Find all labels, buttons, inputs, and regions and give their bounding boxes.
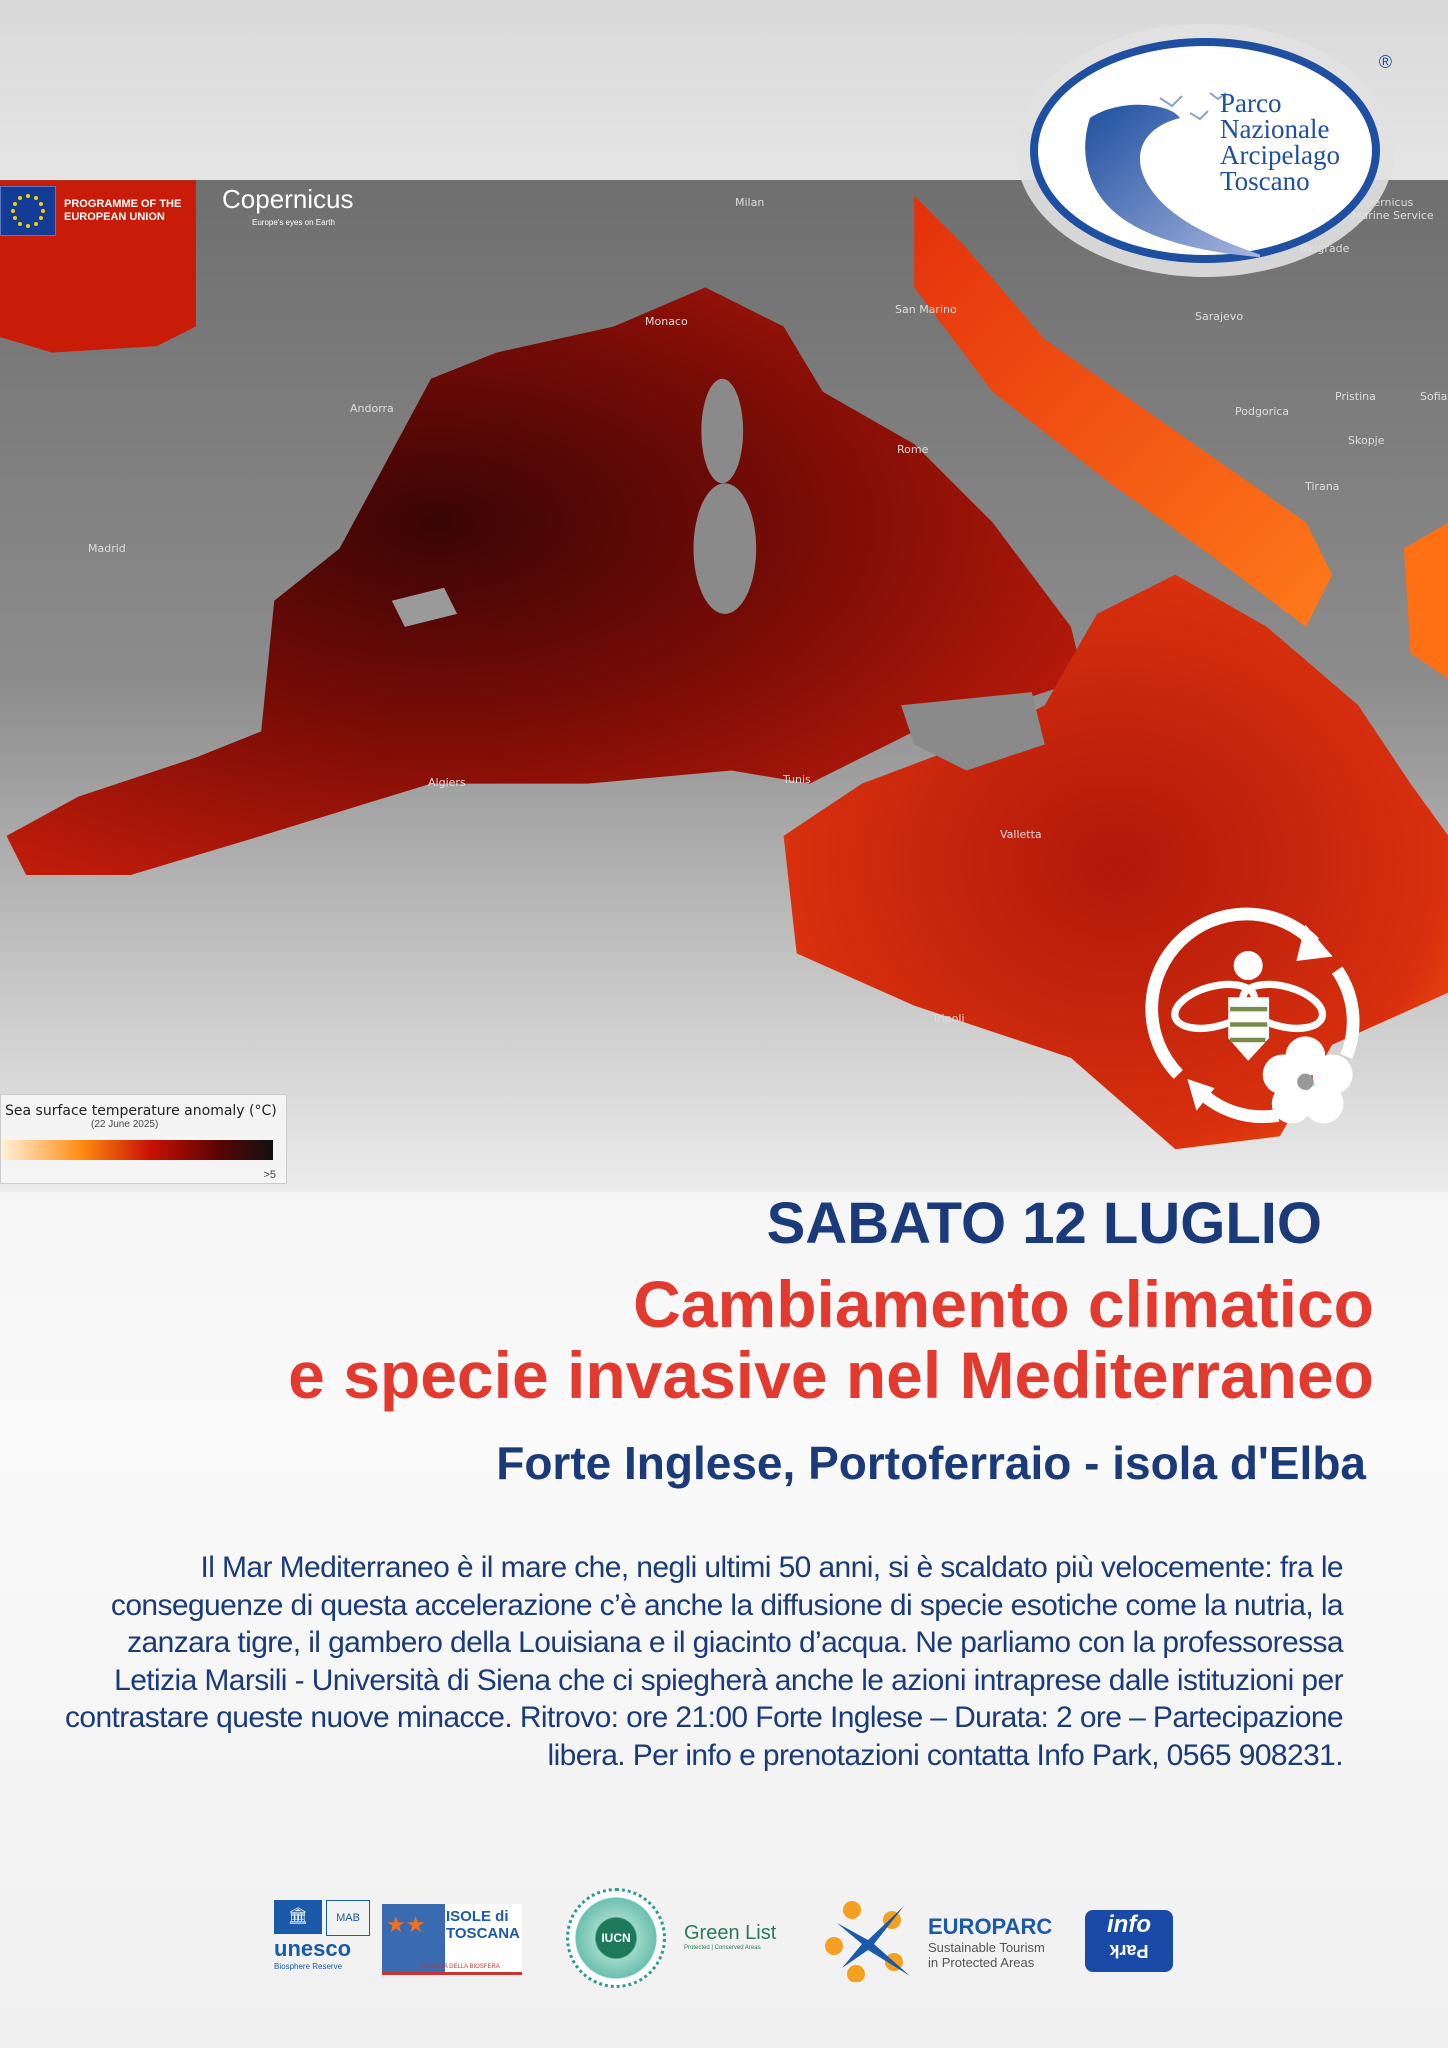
map-label: Sofia <box>1420 390 1448 403</box>
event-title-line2: e specie invasive nel Mediterraneo <box>288 1338 1374 1412</box>
europarc-icon <box>822 1898 914 1983</box>
park-name-line: Parco <box>1220 88 1282 118</box>
sea-temperature-map: Milan Monaco San Marino Sarajevo Belgrad… <box>0 180 1448 1192</box>
iucn-name: IUCN <box>601 1931 631 1945</box>
green-list-sub: Protected | Conserved Areas <box>684 1945 761 1951</box>
iucn-logo: IUCN <box>566 1888 666 1988</box>
park-name-line: Toscano <box>1220 166 1310 196</box>
map-label: Tunis <box>783 773 811 786</box>
map-label: Valletta <box>1000 828 1042 841</box>
event-description: Il Mar Mediterraneo è il mare che, negli… <box>64 1551 1344 1772</box>
legend-title: Sea surface temperature anomaly (°C) <box>5 1103 277 1119</box>
map-label: Tirana <box>1305 480 1340 493</box>
map-label: San Marino <box>895 303 957 316</box>
eu-programme-text: PROGRAMME OF THE EUROPEAN UNION <box>64 198 182 223</box>
park-name-line: Nazionale <box>1220 114 1330 144</box>
map-label: Madrid <box>88 542 126 555</box>
europarc-logo: EUROPARC Sustainable Tourism in Protecte… <box>928 1914 1052 1970</box>
event-place: Forte Inglese, Portoferraio - isola d'El… <box>496 1437 1366 1489</box>
partner-logos: 🏛 MAB unesco Biosphere Reserve ★★ ISOLE … <box>272 1880 1192 1990</box>
map-label: Copernicus Marine Service <box>1352 196 1434 222</box>
legend-max: >5 <box>263 1169 276 1181</box>
info-park-logo: info Park <box>1085 1910 1173 1972</box>
map-label: Belgrade <box>1300 242 1350 255</box>
isole-name: ISOLE di TOSCANA <box>446 1908 520 1942</box>
registered-mark: ® <box>1378 52 1392 72</box>
copernicus-name: Copernicus <box>222 184 354 214</box>
map-image <box>0 180 1448 1192</box>
europarc-sub: in Protected Areas <box>928 1955 1035 1970</box>
copernicus-tagline: Europe's eyes on Earth <box>252 218 335 227</box>
map-label: Monaco <box>645 315 688 328</box>
map-label: Podgorica <box>1235 405 1290 418</box>
legend-color-bar <box>1 1140 273 1160</box>
isole-toscana-logo: ★★ ISOLE di TOSCANA RISERVA DELLA BIOSFE… <box>382 1904 522 1975</box>
eu-flag-icon <box>0 186 56 236</box>
map-label: Andorra <box>350 402 394 415</box>
green-list-name: Green List <box>684 1922 777 1944</box>
map-label: Pristina <box>1335 390 1376 403</box>
temple-icon: 🏛 <box>274 1900 322 1934</box>
map-label: Milan <box>735 196 765 209</box>
info-park-top: info <box>1107 1911 1151 1938</box>
europarc-sub: Sustainable Tourism <box>928 1940 1045 1955</box>
map-label: Sarajevo <box>1195 310 1244 323</box>
unesco-name: unesco <box>274 1936 352 1961</box>
park-logo: Parco Nazionale Arcipelago Toscano ® <box>1030 38 1392 263</box>
copernicus-logo: Copernicus Europe's eyes on Earth <box>222 184 354 235</box>
event-date: SABATO 12 LUGLIO <box>766 1191 1322 1256</box>
map-label: Rome <box>897 443 929 456</box>
unesco-sub: Biosphere Reserve <box>274 1962 343 1971</box>
wave-icon <box>1085 92 1260 258</box>
map-label: Tripoli <box>932 1012 965 1025</box>
map-label: Skopje <box>1348 434 1385 447</box>
europarc-name: EUROPARC <box>928 1914 1053 1939</box>
legend-date: (22 June 2025) <box>91 1119 159 1130</box>
map-label: Algiers <box>428 776 466 789</box>
park-name-line: Arcipelago <box>1220 140 1340 170</box>
star-icon: ★★ <box>386 1912 426 1937</box>
mab-mark: MAB <box>326 1900 370 1936</box>
park-name: Parco Nazionale Arcipelago Toscano <box>1220 88 1340 196</box>
green-list-logo: Green List Protected | Conserved Areas <box>684 1922 776 1951</box>
event-title-line1: Cambiamento climatico <box>633 1267 1374 1341</box>
map-legend: Sea surface temperature anomaly (°C) (22… <box>0 1094 287 1184</box>
isole-sub: RISERVA DELLA BIOSFERA <box>422 1964 500 1970</box>
info-park-bottom: Park <box>1109 1941 1149 1961</box>
eu-copernicus-logo: PROGRAMME OF THE EUROPEAN UNION Copernic… <box>0 186 354 236</box>
bee-cycle-icon <box>1142 902 1378 1138</box>
unesco-logo: 🏛 MAB unesco Biosphere Reserve <box>274 1900 370 1971</box>
